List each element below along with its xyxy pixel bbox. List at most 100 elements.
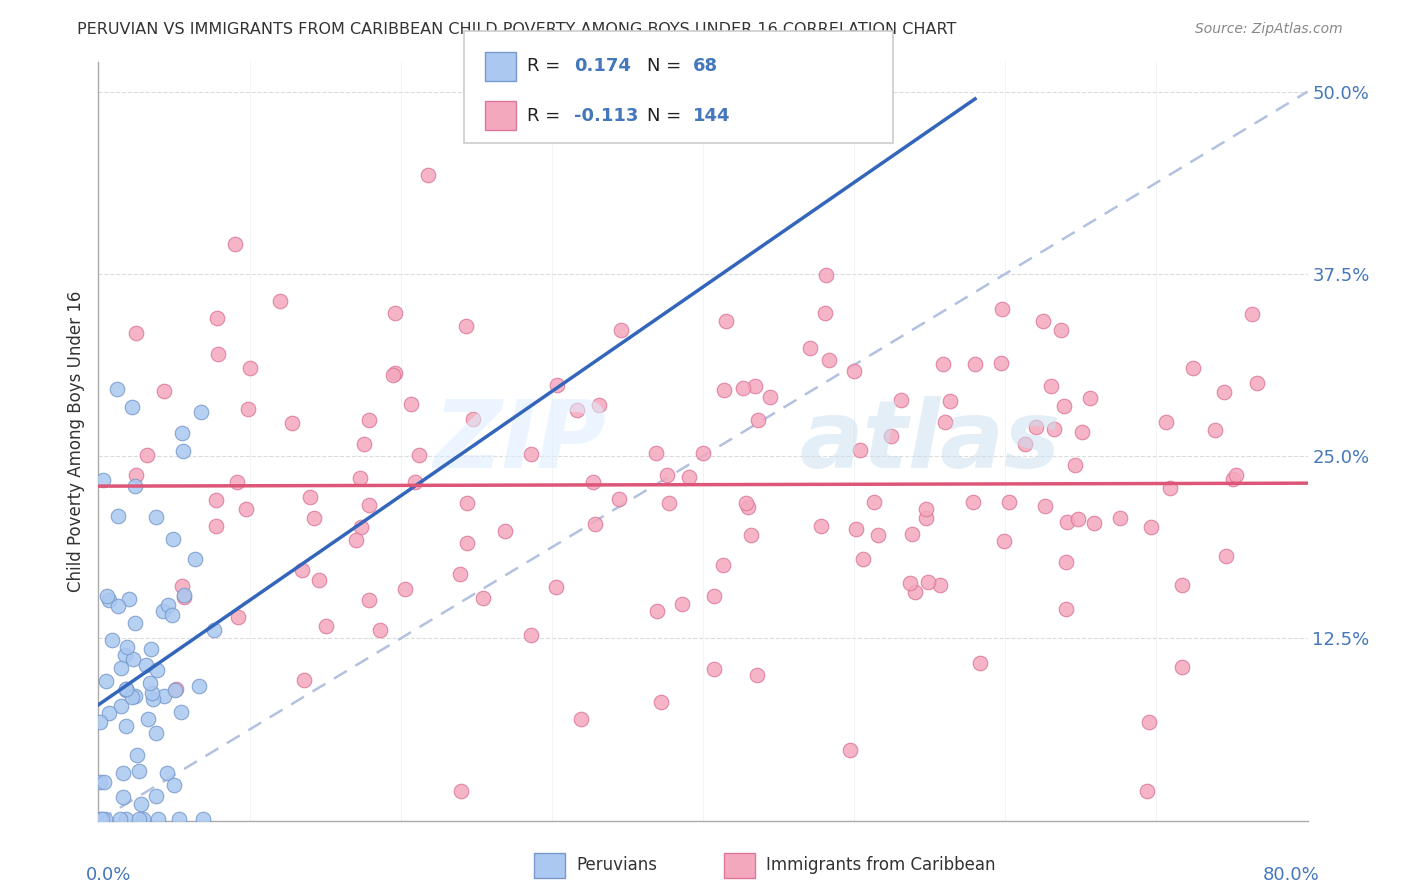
Point [193, 812, 215, 826]
Point [901, 527, 924, 541]
Point [1222, 472, 1244, 486]
Point [848, 443, 870, 458]
Point [456, 536, 478, 550]
Point [463, 412, 485, 426]
Point [292, 673, 315, 687]
Point [744, 379, 766, 393]
Point [1056, 515, 1078, 529]
Point [384, 306, 406, 320]
Point [169, 706, 191, 720]
Point [156, 766, 179, 780]
Point [145, 509, 167, 524]
Point [291, 563, 314, 577]
Text: ZIP: ZIP [433, 395, 606, 488]
Text: R =: R = [527, 107, 567, 125]
Point [399, 397, 422, 411]
Point [368, 624, 391, 638]
Point [145, 789, 167, 804]
Point [932, 357, 955, 371]
Point [678, 470, 700, 484]
Point [969, 656, 991, 670]
Point [110, 661, 132, 675]
Point [129, 797, 152, 812]
Point [238, 360, 260, 375]
Point [610, 323, 633, 337]
Point [607, 491, 630, 506]
Point [814, 268, 837, 282]
Point [449, 566, 471, 581]
Point [671, 598, 693, 612]
Point [115, 719, 138, 733]
Point [1137, 714, 1160, 729]
Point [711, 558, 734, 572]
Point [225, 475, 247, 489]
Point [1078, 391, 1101, 405]
Point [1043, 422, 1066, 436]
Point [98, 593, 121, 607]
Point [202, 624, 225, 638]
Point [1064, 458, 1087, 472]
Point [394, 582, 416, 597]
Point [139, 676, 162, 690]
Point [839, 743, 862, 757]
Point [472, 591, 495, 605]
Point [645, 603, 668, 617]
Point [565, 403, 588, 417]
Point [759, 391, 782, 405]
Point [844, 364, 866, 378]
Point [546, 581, 568, 595]
Text: 68: 68 [693, 57, 718, 76]
Point [204, 492, 226, 507]
Point [350, 520, 373, 534]
Text: 80.0%: 80.0% [1263, 866, 1320, 884]
Point [880, 429, 903, 443]
Point [299, 491, 322, 505]
Point [520, 447, 543, 461]
Point [160, 607, 183, 622]
Text: 0.174: 0.174 [574, 57, 630, 76]
Point [163, 682, 186, 697]
Point [650, 695, 672, 709]
Point [94, 812, 117, 826]
Point [172, 444, 194, 458]
Point [965, 357, 987, 371]
Point [153, 689, 176, 703]
Point [747, 413, 769, 427]
Point [962, 495, 984, 509]
Point [107, 509, 129, 524]
Point [714, 314, 737, 328]
Text: R =: R = [527, 57, 567, 76]
Point [737, 500, 759, 514]
Point [163, 778, 186, 792]
Text: 0.0%: 0.0% [86, 866, 132, 884]
Point [89, 775, 111, 789]
Point [135, 657, 157, 672]
Point [124, 689, 146, 703]
Point [1136, 784, 1159, 798]
Point [207, 347, 229, 361]
Point [1039, 378, 1062, 392]
Point [799, 341, 821, 355]
Point [810, 519, 832, 533]
Point [235, 502, 257, 516]
Text: -0.113: -0.113 [574, 107, 638, 125]
Point [142, 692, 165, 706]
Point [353, 436, 375, 450]
Point [863, 494, 886, 508]
Point [408, 448, 430, 462]
Point [349, 471, 371, 485]
Point [1054, 602, 1077, 616]
Point [105, 382, 128, 396]
Text: 144: 144 [693, 107, 731, 125]
Point [357, 498, 380, 512]
Point [96, 589, 118, 603]
Point [170, 426, 193, 441]
Point [173, 588, 195, 602]
Point [703, 662, 725, 676]
Point [344, 533, 367, 548]
Point [404, 475, 426, 490]
Point [121, 690, 143, 705]
Text: Source: ZipAtlas.com: Source: ZipAtlas.com [1195, 22, 1343, 37]
Point [115, 682, 138, 697]
Point [990, 302, 1012, 317]
